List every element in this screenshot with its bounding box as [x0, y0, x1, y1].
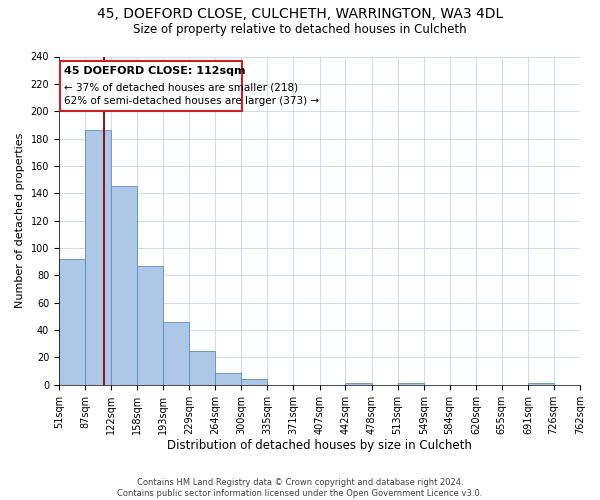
Text: Contains HM Land Registry data © Crown copyright and database right 2024.
Contai: Contains HM Land Registry data © Crown c… [118, 478, 482, 498]
Bar [241, 380, 267, 385]
Bar [111, 186, 137, 385]
Bar [528, 384, 554, 385]
Y-axis label: Number of detached properties: Number of detached properties [15, 133, 25, 308]
Text: 45 DOEFORD CLOSE: 112sqm: 45 DOEFORD CLOSE: 112sqm [64, 66, 245, 76]
Bar [215, 372, 241, 385]
Text: 62% of semi-detached houses are larger (373) →: 62% of semi-detached houses are larger (… [64, 96, 319, 106]
Text: Size of property relative to detached houses in Culcheth: Size of property relative to detached ho… [133, 22, 467, 36]
Bar [163, 322, 190, 385]
Text: 45, DOEFORD CLOSE, CULCHETH, WARRINGTON, WA3 4DL: 45, DOEFORD CLOSE, CULCHETH, WARRINGTON,… [97, 8, 503, 22]
Bar [61, 60, 242, 111]
Bar [137, 266, 163, 385]
Bar [398, 384, 424, 385]
Text: ← 37% of detached houses are smaller (218): ← 37% of detached houses are smaller (21… [64, 82, 298, 92]
Bar [59, 259, 85, 385]
Bar [190, 350, 215, 385]
Bar [346, 384, 372, 385]
Bar [85, 130, 111, 385]
X-axis label: Distribution of detached houses by size in Culcheth: Distribution of detached houses by size … [167, 440, 472, 452]
